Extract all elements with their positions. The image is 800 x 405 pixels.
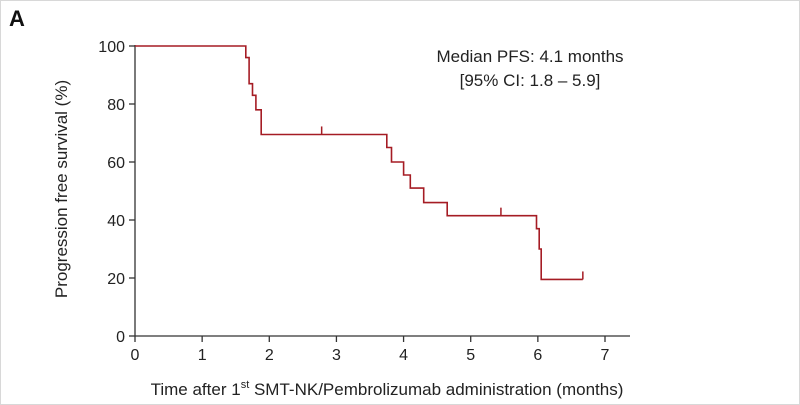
y-tick-label-60: 60 xyxy=(107,155,125,172)
x-tick-label-2: 2 xyxy=(265,347,274,364)
x-axis-title: Time after 1st SMT-NK/Pembrolizumab admi… xyxy=(151,379,624,399)
x-tick-label-1: 1 xyxy=(198,347,207,364)
y-tick-label-0: 0 xyxy=(116,329,125,346)
x-tick-label-7: 7 xyxy=(601,347,610,364)
x-tick-label-3: 3 xyxy=(332,347,341,364)
y-tick-label-40: 40 xyxy=(107,213,125,230)
y-tick-label-80: 80 xyxy=(107,97,125,114)
annotation-ci: [95% CI: 1.8 – 5.9] xyxy=(460,71,601,90)
x-axis-title-pre: Time after 1 xyxy=(151,380,241,399)
annotation-median-pfs: Median PFS: 4.1 months xyxy=(436,47,623,66)
x-axis-title-post: SMT-NK/Pembrolizumab administration (mon… xyxy=(249,380,623,399)
x-tick-label-4: 4 xyxy=(399,347,408,364)
x-tick-label-6: 6 xyxy=(533,347,542,364)
survival-step-line xyxy=(135,45,583,281)
x-tick-label-0: 0 xyxy=(131,347,140,364)
y-axis-title: Progression free survival (%) xyxy=(52,80,71,298)
y-tick-label-100: 100 xyxy=(98,39,125,56)
y-tick-label-20: 20 xyxy=(107,271,125,288)
x-axis-title-sup: st xyxy=(241,379,250,391)
axes: 0 1 2 3 4 5 6 7 0 20 40 60 80 100 xyxy=(98,39,630,364)
x-tick-label-5: 5 xyxy=(466,347,475,364)
survival-curve xyxy=(135,45,583,281)
censor-marks xyxy=(320,126,584,280)
panel-label: A xyxy=(9,6,25,31)
